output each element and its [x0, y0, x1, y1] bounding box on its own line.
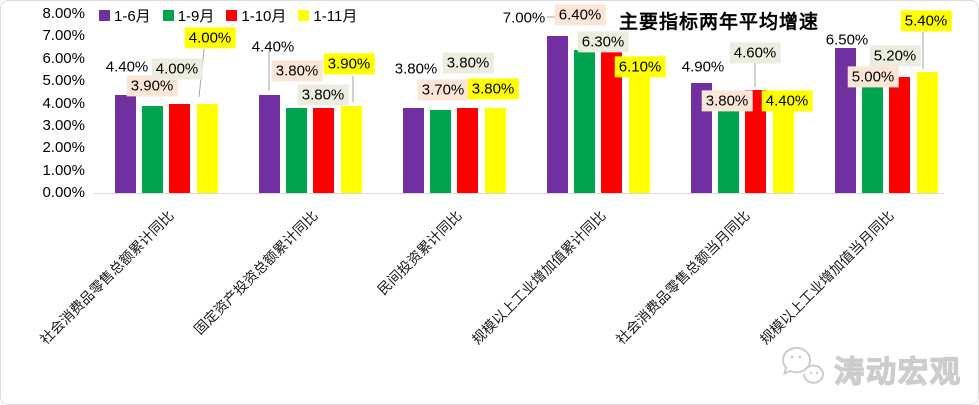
- bar-s3-c3: [628, 56, 650, 193]
- y-tick-8: 8.00%: [42, 5, 85, 22]
- data-label-s2-c2: 3.80%: [442, 52, 494, 74]
- bar-s2-c3: [601, 52, 623, 193]
- y-tick-4: 4.00%: [42, 94, 85, 112]
- data-label-s0-c4: 4.90%: [681, 58, 725, 76]
- legend-item-3: 1-11月: [298, 5, 357, 26]
- data-label-s0-c5: 6.50%: [825, 31, 869, 49]
- category-label-5: 规模以上工业增加值当月同比: [756, 207, 897, 348]
- data-label-s3-c5: 5.40%: [900, 10, 952, 32]
- bar-s1-c1: [286, 107, 308, 193]
- data-label-s3-c2: 3.80%: [467, 78, 519, 100]
- data-label-s1-c3: 6.40%: [554, 4, 606, 26]
- data-label-s0-c2: 3.80%: [394, 60, 438, 78]
- y-tick-3: 3.00%: [42, 116, 85, 134]
- legend-label: 1-9月: [177, 8, 215, 25]
- bar-s1-c5: [862, 81, 884, 193]
- bar-s2-c4: [745, 90, 767, 193]
- y-tick-2: 2.00%: [42, 139, 85, 157]
- bar-s3-c2: [484, 107, 506, 193]
- bar-s0-c2: [403, 107, 424, 193]
- y-tick-1: 1.00%: [42, 161, 85, 179]
- y-tick-7: 7.00%: [42, 27, 85, 45]
- bar-s1-c4: [718, 107, 740, 193]
- bar-s0-c1: [259, 94, 280, 193]
- category-label-0: 社会消费品零售总额累计同比: [36, 207, 177, 348]
- bar-s1-c3: [574, 49, 596, 193]
- legend-item-2: 1-10月: [226, 5, 286, 26]
- y-tick-5: 5.00%: [42, 72, 85, 90]
- category-label-4: 社会消费品零售总额当月同比: [612, 207, 753, 348]
- legend-swatch-icon: [298, 10, 310, 21]
- data-label-s1-c2: 3.70%: [417, 79, 469, 101]
- data-label-s1-c1: 3.80%: [271, 60, 323, 82]
- legend-label: 1-11月: [313, 8, 358, 25]
- watermark-text: 涛动宏观: [833, 355, 962, 389]
- legend-label: 1-10月: [241, 8, 287, 25]
- bar-s3-c4: [772, 94, 794, 193]
- bar-s0-c3: [547, 36, 568, 193]
- data-label-s0-c0: 4.40%: [105, 58, 149, 76]
- data-label-s1-c4: 3.80%: [701, 90, 753, 112]
- bar-s3-c0: [196, 103, 218, 193]
- bar-s3-c1: [340, 105, 362, 193]
- x-axis-line: [94, 193, 944, 194]
- data-label-s3-c0: 4.00%: [184, 27, 236, 49]
- data-label-s3-c4: 4.40%: [761, 90, 813, 112]
- data-label-s3-c3: 6.10%: [614, 56, 666, 78]
- legend-swatch-icon: [99, 10, 110, 21]
- data-label-s2-c4: 4.60%: [729, 42, 781, 64]
- bar-s0-c0: [115, 94, 136, 193]
- bar-s2-c2: [457, 107, 479, 193]
- legend-item-1: 1-9月: [162, 5, 215, 26]
- category-label-1: 固定资产投资总额累计同比: [190, 207, 321, 338]
- data-label-s3-c1: 3.90%: [323, 53, 375, 75]
- chat-bubbles-icon: [780, 345, 826, 392]
- data-label-s2-c0: 4.00%: [151, 58, 203, 80]
- y-tick-0: 0.00%: [42, 184, 85, 201]
- bar-s2-c0: [169, 103, 191, 193]
- bar-s1-c2: [430, 110, 452, 193]
- data-label-s0-c1: 4.40%: [251, 38, 295, 56]
- bar-s3-c5: [916, 72, 938, 193]
- data-label-s2-c3: 6.30%: [577, 31, 629, 53]
- bar-s1-c0: [142, 105, 164, 193]
- bar-s2-c1: [313, 107, 335, 193]
- data-label-s0-c3: 7.00%: [502, 9, 546, 27]
- chart-legend: 1-6月 1-9月 1-10月 1-11月: [99, 5, 357, 26]
- legend-label: 1-6月: [114, 8, 151, 25]
- category-label-2: 民间投资累计同比: [374, 207, 465, 298]
- data-label-s2-c1: 3.80%: [297, 84, 349, 106]
- watermark: 涛动宏观: [780, 345, 962, 392]
- data-label-s1-c5: 5.00%: [847, 66, 899, 88]
- legend-swatch-icon: [226, 10, 238, 21]
- legend-swatch-icon: [162, 10, 174, 21]
- legend-item-0: 1-6月: [99, 5, 151, 26]
- category-label-3: 规模以上工业增加值累计同比: [468, 207, 609, 348]
- data-label-s1-c0: 3.90%: [126, 75, 178, 97]
- y-tick-6: 6.00%: [42, 49, 85, 67]
- chart-title: 主要指标两年平均增速: [619, 12, 820, 33]
- data-label-s2-c5: 5.20%: [869, 45, 921, 67]
- bar-s2-c5: [889, 76, 911, 193]
